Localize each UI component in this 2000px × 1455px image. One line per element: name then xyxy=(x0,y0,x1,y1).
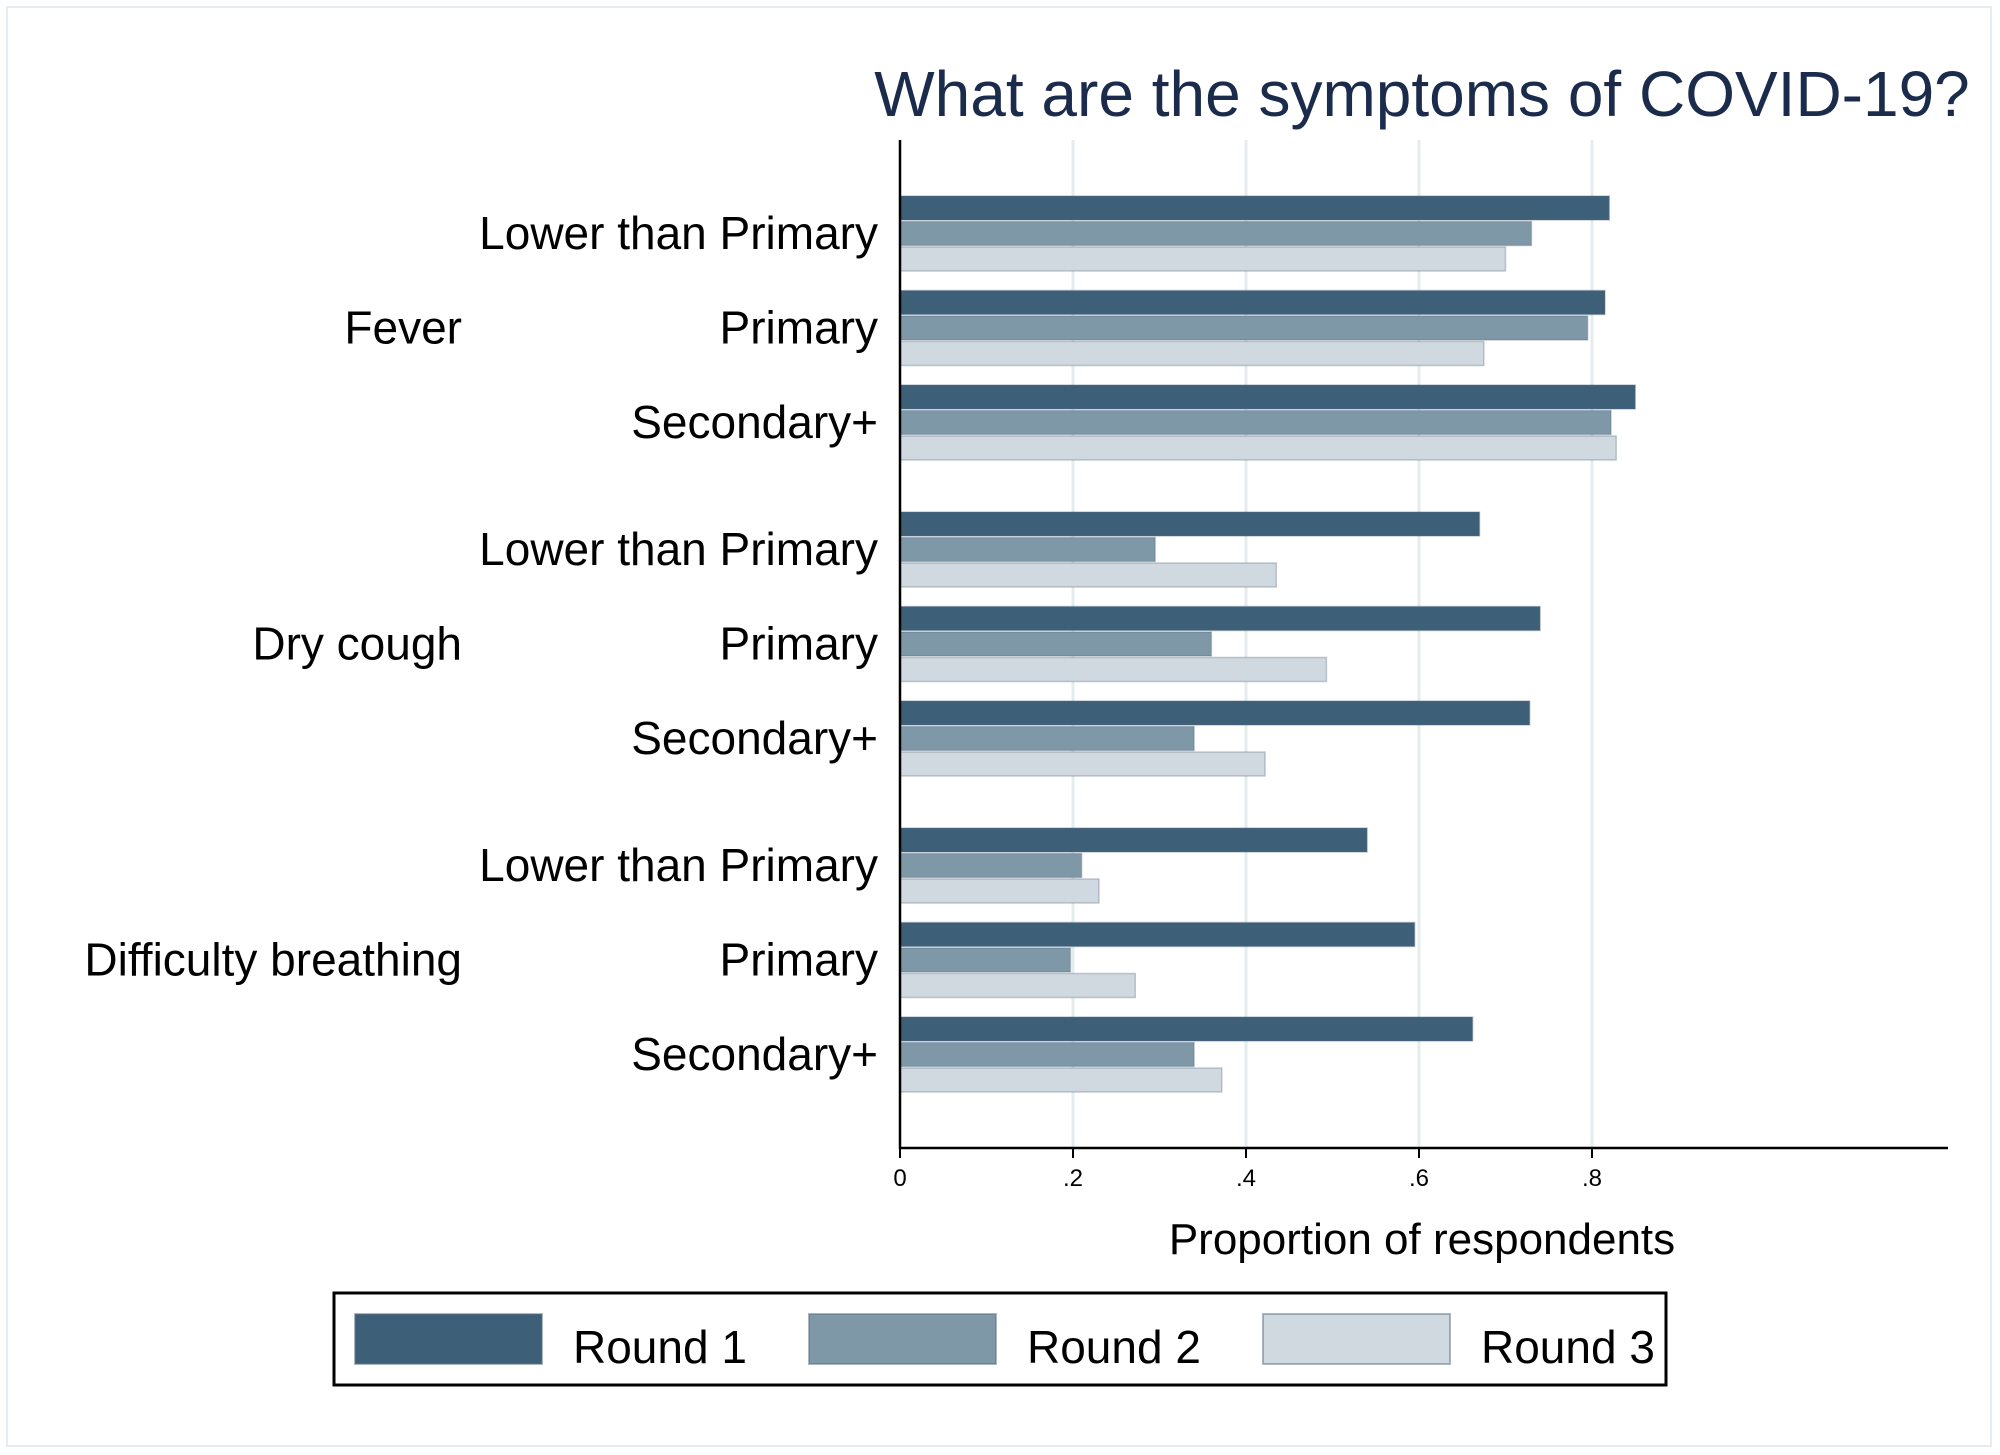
legend-swatch xyxy=(354,1313,543,1365)
bar xyxy=(899,384,1636,410)
legend-label: Round 2 xyxy=(1027,1321,1201,1373)
legend-swatch xyxy=(808,1313,997,1365)
bar xyxy=(899,878,1100,904)
bars-layer xyxy=(899,195,1636,1093)
bar xyxy=(899,947,1072,973)
bar xyxy=(899,246,1507,272)
group-label: Dry cough xyxy=(252,618,462,670)
bar xyxy=(899,921,1416,948)
chart-title: What are the symptoms of COVID-19? xyxy=(874,58,1970,130)
category-label: Primary xyxy=(720,618,878,670)
category-label: Primary xyxy=(720,934,878,986)
bar xyxy=(899,751,1266,777)
bar xyxy=(899,435,1617,461)
x-tick-label: .6 xyxy=(1409,1165,1429,1192)
bar xyxy=(899,511,1481,537)
category-label: Secondary+ xyxy=(631,1028,878,1080)
bar xyxy=(899,315,1589,341)
bar xyxy=(899,562,1278,588)
category-label: Secondary+ xyxy=(631,396,878,448)
x-tick-label: .8 xyxy=(1582,1165,1602,1192)
category-label: Lower than Primary xyxy=(479,207,878,259)
legend-label: Round 3 xyxy=(1481,1321,1655,1373)
x-tick-label: .4 xyxy=(1236,1165,1256,1192)
labels-layer: 0 .2 .4 .6 .8 Lower than Primary Primary Second… xyxy=(84,207,1602,1192)
bar xyxy=(899,852,1083,879)
category-label: Lower than Primary xyxy=(479,839,878,891)
bar xyxy=(899,972,1137,999)
bar xyxy=(899,536,1156,563)
x-tick-label: 0 xyxy=(893,1165,906,1192)
bar xyxy=(899,1067,1223,1093)
category-label: Lower than Primary xyxy=(479,523,878,575)
legend-label: Round 1 xyxy=(573,1321,747,1373)
bar xyxy=(899,827,1368,853)
group-label: Difficulty breathing xyxy=(84,934,462,986)
category-label: Secondary+ xyxy=(631,712,878,764)
bar xyxy=(899,409,1612,436)
bar xyxy=(899,195,1611,221)
bar xyxy=(899,340,1485,367)
bar xyxy=(899,605,1541,632)
bar xyxy=(899,725,1195,752)
bar xyxy=(899,700,1531,726)
bar xyxy=(899,1041,1195,1068)
x-tick-label: .2 xyxy=(1063,1165,1083,1192)
bar xyxy=(899,220,1533,247)
legend: Round 1 Round 2 Round 3 xyxy=(332,1291,1668,1387)
bar xyxy=(899,1016,1474,1042)
legend-swatch xyxy=(1262,1313,1451,1365)
bar xyxy=(899,656,1328,683)
group-label: Fever xyxy=(344,302,462,354)
bar xyxy=(899,631,1213,657)
category-label: Primary xyxy=(720,302,878,354)
x-axis-title: Proportion of respondents xyxy=(1169,1215,1675,1264)
axes-layer xyxy=(898,140,1948,1158)
bar xyxy=(899,289,1606,316)
